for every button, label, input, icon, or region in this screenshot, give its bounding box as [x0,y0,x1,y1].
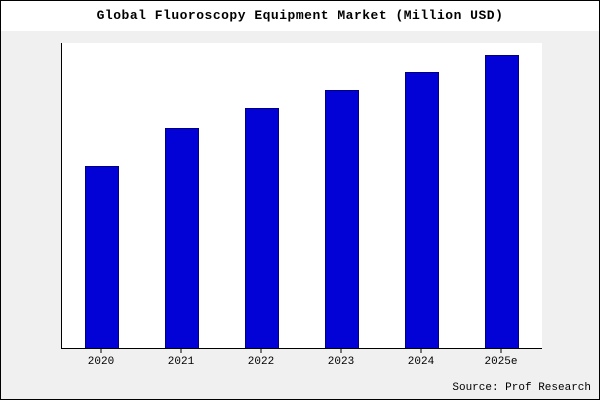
x-tick-2023 [340,349,342,353]
x-tick-label-2025e: 2025e [484,356,518,368]
chart-title: Global Fluoroscopy Equipment Market (Mil… [1,1,599,31]
bar-2024 [405,72,439,348]
x-tick-2022 [260,349,262,353]
x-tick-2021 [180,349,182,353]
chart-background: 2020 2021 2022 2023 2024 2025e Source: Prof R… [1,31,599,399]
x-tick-label-2020: 2020 [87,356,115,368]
x-axis: 2020 2021 2022 2023 2024 2025e [61,349,541,375]
source-credit: Source: Prof Research [452,382,591,394]
x-tick-label-2024: 2024 [407,356,435,368]
x-tick-2025e [500,349,502,353]
bar-2020 [84,166,119,348]
bar-2021 [165,128,199,348]
x-tick-label-2022: 2022 [247,356,275,368]
x-tick-label-2021: 2021 [167,356,195,368]
x-tick-2020 [100,349,102,353]
bar-2023 [325,89,359,348]
bar-2025e [484,54,519,348]
plot-area [61,43,542,349]
bar-2022 [245,107,279,348]
x-tick-2024 [420,349,422,353]
x-tick-label-2023: 2023 [327,356,355,368]
